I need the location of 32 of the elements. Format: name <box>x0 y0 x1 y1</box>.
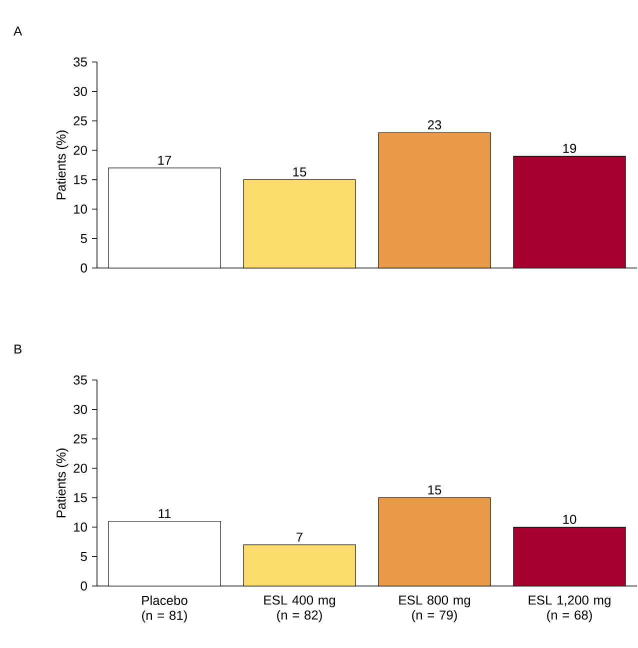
chart-title: A <box>14 26 22 36</box>
y-axis-title: Patients (%) <box>56 130 68 200</box>
data-label: 11 <box>158 509 171 518</box>
y-axis-title: Patients (%) <box>56 448 68 518</box>
data-label: 23 <box>428 120 442 130</box>
y-tick-label: 5 <box>80 552 87 562</box>
data-label: 15 <box>293 167 306 177</box>
x-tick-label: ESL 800 mg (n = 79) <box>399 596 470 622</box>
y-tick-label: 30 <box>74 404 87 414</box>
x-tick-label: Placebo (n = 81) <box>142 596 188 623</box>
y-tick-label: 0 <box>80 263 87 273</box>
data-label: 17 <box>158 156 172 165</box>
x-tick-label: ESL 1,200 mg (n = 68) <box>528 596 610 622</box>
y-tick-label: 25 <box>74 116 87 126</box>
x-tick-label: ESL 400 mg (n = 82) <box>264 596 336 622</box>
data-label: 19 <box>563 144 576 153</box>
y-tick-label: 35 <box>74 57 87 67</box>
y-tick-label: 15 <box>74 175 87 184</box>
data-label: 7 <box>296 532 302 542</box>
chart-title: B <box>14 344 22 354</box>
y-tick-label: 20 <box>74 146 87 155</box>
y-tick-label: 10 <box>74 204 87 214</box>
data-label: 10 <box>563 514 576 524</box>
y-tick-label: 25 <box>74 434 87 444</box>
y-tick-label: 5 <box>80 234 87 244</box>
y-tick-label: 0 <box>80 581 87 591</box>
y-tick-label: 30 <box>74 86 87 96</box>
y-tick-label: 20 <box>74 464 87 473</box>
y-tick-label: 35 <box>74 375 87 385</box>
y-tick-label: 10 <box>74 522 87 532</box>
y-tick-label: 15 <box>74 493 87 502</box>
data-label: 15 <box>428 485 442 495</box>
